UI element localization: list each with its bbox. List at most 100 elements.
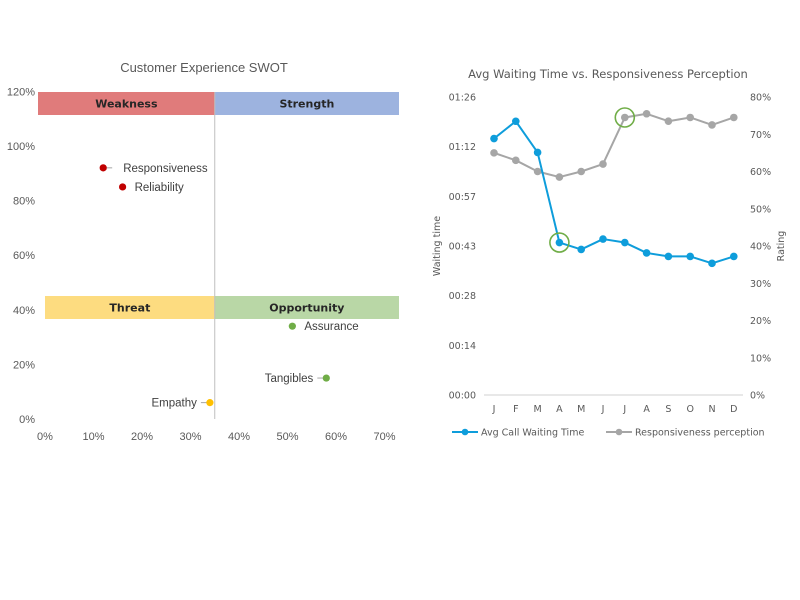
data-point-s-8[interactable] [664,252,673,261]
x-tick-label: M [533,404,541,415]
swot-x-tick-label: 60% [325,431,347,443]
swot-y-tick-label: 0% [19,414,35,426]
highlight-circle [614,107,636,128]
swot-point-empathy[interactable]: Empathy [152,398,214,410]
waiting-chart-title: Avg Waiting Time vs. Responsiveness Perc… [468,67,748,81]
legend-item-avg-call-waiting-time[interactable]: Avg Call Waiting Time [452,428,584,439]
data-point-m-2[interactable] [533,148,542,157]
series-line [493,120,735,265]
data-point-f-1[interactable] [512,117,520,126]
quadrant-label-weakness: Weakness [95,98,158,111]
data-point-n-10[interactable] [708,259,716,268]
data-point-j-0[interactable] [490,134,498,143]
swot-point-reliability[interactable]: Reliability [119,182,184,194]
swot-y-tick-label: 40% [13,305,35,317]
quadrant-band-opportunity [214,296,399,319]
legend-marker-icon [461,428,469,436]
y-tick-label: 00:14 [449,341,476,352]
data-point-a-3[interactable] [555,238,564,247]
quadrant-band-weakness [38,92,215,115]
waiting-vs-responsiveness-chart: Avg Waiting Time vs. Responsiveness Perc… [432,67,787,439]
y2-tick-label: 10% [750,353,771,364]
x-tick-label: J [492,404,496,415]
data-point-marker[interactable] [119,183,127,191]
data-point-a-7[interactable] [642,109,651,118]
data-label: Responsiveness [123,163,208,175]
swot-point-responsiveness[interactable]: Responsiveness [99,163,208,175]
data-point-j-0[interactable] [490,149,498,157]
y2-tick-label: 80% [750,93,771,104]
highlight-circle [549,232,570,253]
y2-tick-label: 40% [750,242,771,253]
data-label: Assurance [304,321,358,333]
y2-axis-title-rating: Rating [776,231,787,262]
data-point-f-1[interactable] [512,156,520,165]
x-tick-label: A [556,404,563,415]
y-tick-label: 00:57 [449,192,476,203]
data-point-marker[interactable] [288,322,296,330]
data-point-m-2[interactable] [533,167,542,176]
data-point-m-4[interactable] [577,245,585,254]
data-point-o-9[interactable] [686,252,694,261]
y2-tick-label: 60% [750,167,771,178]
swot-y-tick-label: 120% [7,86,35,98]
x-tick-label: D [730,404,737,415]
data-point-m-4[interactable] [577,167,585,176]
swot-x-tick-label: 20% [131,431,153,443]
legend-item-responsiveness-perception[interactable]: Responsiveness perception [606,428,765,439]
y2-tick-label: 70% [750,130,771,141]
swot-x-tick-label: 10% [82,431,104,443]
y2-tick-label: 0% [750,391,765,402]
series-responsiveness-perception [490,109,738,181]
swot-x-tick-label: 0% [37,431,53,443]
data-label: Tangibles [265,373,314,385]
legend-marker-icon [615,428,623,436]
quadrant-label-strength: Strength [279,98,334,111]
data-point-marker[interactable] [322,374,330,382]
x-tick-label: M [577,404,585,415]
data-point-j-6[interactable] [621,238,629,247]
swot-x-tick-label: 30% [179,431,201,443]
y2-tick-label: 50% [750,204,771,215]
x-tick-label: F [513,404,518,415]
x-tick-label: J [601,404,605,415]
data-point-d-11[interactable] [730,252,738,261]
swot-y-tick-label: 80% [13,196,35,208]
y2-tick-label: 30% [750,279,771,290]
data-label: Reliability [135,182,184,194]
data-point-a-7[interactable] [642,249,651,257]
x-tick-label: O [686,404,693,415]
swot-point-assurance[interactable]: Assurance [288,321,359,333]
quadrant-label-threat: Threat [109,302,150,315]
swot-y-tick-label: 20% [13,359,35,371]
swot-chart: Customer Experience SWOT Weakness Strengt… [7,60,399,443]
y-tick-label: 01:12 [449,142,476,153]
data-point-j-5[interactable] [599,235,607,243]
y-tick-label: 01:26 [449,93,476,104]
swot-y-tick-label: 100% [7,141,35,153]
data-point-j-6[interactable] [621,113,629,122]
y-axis-title-waiting-time: Waiting time [432,216,443,276]
x-tick-label: N [708,404,715,415]
swot-y-tick-label: 60% [13,250,35,262]
data-point-s-8[interactable] [664,117,673,126]
data-point-marker[interactable] [99,164,107,172]
data-point-j-5[interactable] [599,160,607,168]
data-point-n-10[interactable] [708,121,716,129]
series-line [493,112,735,179]
data-label: Empathy [152,398,198,410]
data-point-marker[interactable] [206,399,214,407]
data-point-a-3[interactable] [555,173,564,181]
x-tick-label: S [665,404,671,415]
swot-x-tick-label: 40% [228,431,250,443]
data-point-d-11[interactable] [730,113,738,122]
swot-point-tangibles[interactable]: Tangibles [265,373,330,385]
series-avg-call-waiting-time [490,117,738,268]
legend-label: Responsiveness perception [635,428,765,439]
x-tick-label: J [622,404,626,415]
x-tick-label: A [643,404,650,415]
y-tick-label: 00:28 [449,291,476,302]
data-point-o-9[interactable] [686,113,694,122]
y-tick-label: 00:43 [449,242,476,253]
